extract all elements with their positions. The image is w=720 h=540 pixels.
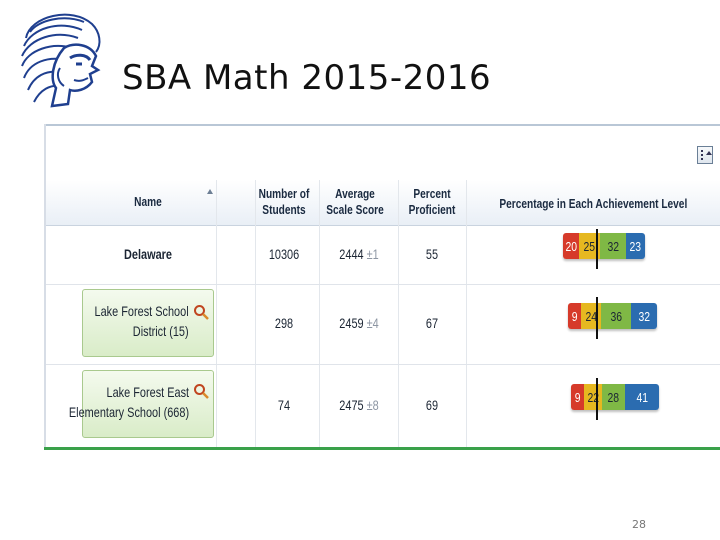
row-score: 2475 ±8 (328, 397, 390, 413)
header-line: Proficient (408, 202, 456, 217)
header-line: Number of (258, 186, 310, 201)
row-proficient: 55 (425, 246, 439, 262)
name-line: District (15) (133, 323, 189, 339)
column-divider (466, 180, 467, 448)
proficiency-marker (596, 378, 598, 420)
row-students: 10306 (268, 246, 300, 262)
panel-bottom-rule (44, 447, 720, 450)
row-divider (46, 364, 720, 365)
report-panel (44, 124, 720, 452)
row-name-link[interactable]: Lake Forest East Elementary School (668) (69, 370, 214, 438)
page-number: 28 (632, 518, 646, 531)
achievement-level-2-segment: 22 (584, 384, 602, 410)
achievement-level-value: 9 (574, 389, 581, 405)
achievement-level-1-segment: 20 (563, 233, 579, 259)
row-name: Lake Forest School District (15) (95, 301, 189, 341)
column-divider (398, 180, 399, 448)
spartan-helmet-logo (12, 8, 108, 112)
achievement-level-value: 20 (565, 238, 577, 254)
achievement-level-4-segment: 23 (626, 233, 645, 259)
achievement-level-3-segment: 28 (602, 384, 625, 410)
row-divider (46, 284, 720, 285)
header-average-scale-score[interactable]: Average Scale Score (316, 186, 394, 218)
row-students: 298 (274, 315, 294, 331)
row-proficient: 67 (425, 315, 439, 331)
row-proficient: 69 (425, 397, 439, 413)
achievement-level-value: 28 (607, 389, 620, 405)
column-divider (255, 180, 256, 448)
score-error: ±4 (366, 315, 379, 331)
table-header (46, 180, 720, 226)
column-divider (216, 180, 217, 448)
row-name: Lake Forest East Elementary School (668) (69, 382, 189, 422)
column-divider (319, 180, 320, 448)
header-percent-proficient[interactable]: Percent Proficient (401, 186, 463, 218)
panel-border (44, 124, 46, 450)
achievement-level-value: 32 (607, 238, 619, 254)
row-score: 2444 ±1 (328, 246, 390, 262)
score-value: 2444 (339, 246, 364, 262)
name-line: Lake Forest School (94, 303, 189, 319)
achievement-level-4-segment: 32 (631, 303, 657, 329)
achievement-level-value: 32 (638, 308, 650, 324)
header-line: Percent (413, 186, 451, 201)
header-line: Scale Score (326, 202, 384, 217)
row-students: 74 (277, 397, 291, 413)
achievement-level-value: 22 (587, 389, 599, 405)
achievement-level-value: 24 (585, 308, 597, 324)
achievement-level-value: 41 (636, 389, 648, 405)
achievement-level-1-segment: 9 (571, 384, 584, 410)
header-line: Students (262, 202, 306, 217)
achievement-level-4-segment: 41 (625, 384, 659, 410)
achievement-level-1-segment: 9 (568, 303, 581, 329)
achievement-bar[interactable]: 9 22 28 41 (571, 384, 659, 410)
header-achievement-levels[interactable]: Percentage in Each Achievement Level (499, 196, 688, 211)
achievement-level-value: 23 (629, 238, 642, 254)
proficiency-marker (596, 229, 598, 269)
score-value: 2459 (339, 315, 364, 331)
achievement-bar[interactable]: 9 24 36 32 (568, 303, 657, 329)
achievement-level-value: 25 (583, 238, 596, 254)
achievement-level-2-segment: 25 (579, 233, 600, 259)
achievement-level-value: 36 (610, 308, 622, 324)
row-name: Delaware (124, 246, 172, 262)
name-line: Lake Forest East (106, 384, 189, 400)
header-line: Average (335, 186, 375, 201)
row-name-link[interactable]: Lake Forest School District (15) (82, 289, 214, 357)
achievement-level-3-segment: 36 (601, 303, 631, 329)
achievement-bar[interactable]: 20 25 32 23 (563, 233, 645, 259)
score-error: ±1 (366, 246, 379, 262)
score-value: 2475 (339, 397, 364, 413)
achievement-level-value: 9 (571, 308, 578, 324)
name-line: Elementary School (668) (68, 404, 189, 420)
header-number-of-students[interactable]: Number of Students (253, 186, 315, 218)
row-score: 2459 ±4 (328, 315, 390, 331)
magnifier-icon[interactable] (193, 304, 209, 320)
achievement-level-2-segment: 24 (581, 303, 601, 329)
score-error: ±8 (366, 397, 379, 413)
magnifier-icon[interactable] (193, 383, 209, 399)
sort-ascending-icon[interactable] (207, 189, 213, 194)
header-name[interactable]: Name (134, 194, 162, 209)
proficiency-marker (596, 297, 598, 339)
slide-title: SBA Math 2015-2016 (122, 58, 492, 98)
table-options-icon[interactable] (697, 146, 713, 164)
achievement-level-3-segment: 32 (600, 233, 626, 259)
